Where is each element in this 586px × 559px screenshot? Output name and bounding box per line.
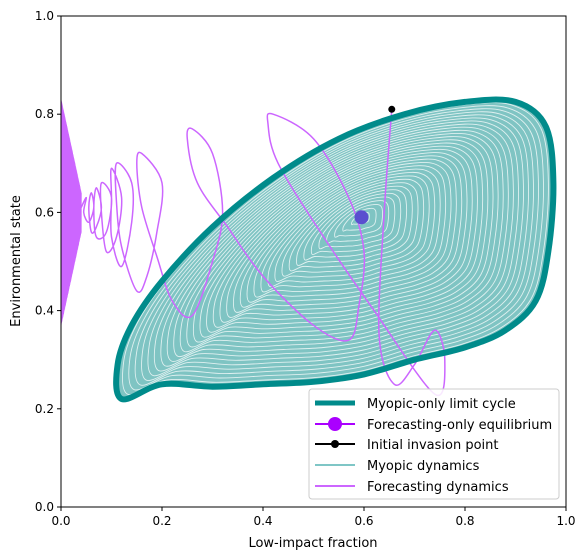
legend-marker-equilibrium: [328, 417, 342, 431]
y-tick-label: 0.4: [35, 304, 54, 318]
myopic-dynamics-ring: [253, 165, 447, 298]
myopic-dynamics-ring: [232, 155, 463, 313]
myopic-dynamics-ring: [153, 117, 524, 372]
legend-frame: [308, 388, 560, 500]
x-axis-label: Low-impact fraction: [248, 536, 377, 551]
myopic-dynamics-ring: [212, 145, 478, 328]
x-tick-label: 0.0: [51, 514, 70, 528]
limit-cycle: [113, 96, 557, 403]
forecasting-equilibrium-point: [354, 210, 369, 225]
y-tick-label: 0.2: [35, 402, 54, 416]
myopic-dynamics-ring: [274, 175, 430, 282]
legend-label-myopic: Myopic dynamics: [367, 459, 480, 474]
myopic-dynamics-ring: [206, 142, 484, 333]
data-layer: [61, 96, 557, 403]
myopic-dynamics-ring: [318, 196, 396, 250]
myopic-dynamics-ring: [166, 123, 514, 362]
myopic-dynamics-ring: [288, 182, 419, 272]
plot-frame: [60, 15, 567, 508]
legend-marker-invasion: [331, 440, 339, 448]
myopic-dynamics-ring: [260, 168, 441, 293]
myopic-dynamics-ring: [226, 152, 468, 318]
legend-label-forecasting: Forecasting dynamics: [367, 480, 509, 495]
initial-invasion-point: [388, 105, 396, 113]
myopic-dynamics-ring: [147, 114, 529, 377]
y-tick-label: 0.8: [35, 107, 54, 121]
myopic-dynamics-ring: [281, 178, 425, 277]
myopic-dynamics-ring: [310, 192, 402, 256]
myopic-dynamics-ring: [122, 102, 549, 396]
myopic-dynamics-ring: [296, 185, 413, 266]
x-tick-label: 1.0: [556, 514, 575, 528]
myopic-dynamics-ring: [219, 148, 473, 323]
y-tick-label: 0.6: [35, 205, 54, 219]
myopic-dynamics-ring: [173, 126, 509, 358]
myopic-dynamics-ring: [334, 203, 383, 238]
legend-label-invasion: Initial invasion point: [367, 438, 498, 453]
myopic-dynamics-ring: [326, 200, 390, 244]
tick-layer: 0.0 0.2 0.4 0.6 0.8 1.0 0.0 0.2 0.4 0.6 0.8 1.0: [35, 9, 576, 528]
y-tick-label: 1.0: [35, 9, 54, 23]
myopic-dynamics-ring: [246, 161, 452, 303]
myopic-dynamics-ring: [303, 189, 408, 261]
forecasting-trajectory: [80, 109, 446, 397]
y-axis-label: Environmental state: [9, 195, 24, 327]
myopic-dynamics-ring: [199, 139, 489, 338]
myopic-dynamics-ring: [267, 171, 436, 288]
legend: Myopic-only limit cycle Forecasting-only…: [308, 388, 560, 500]
x-tick-label: 0.2: [152, 514, 171, 528]
y-tick-label: 0.0: [35, 500, 54, 514]
myopic-dynamics-ring: [192, 136, 494, 343]
x-tick-label: 0.8: [455, 514, 474, 528]
myopic-dynamics-ring: [160, 120, 519, 367]
legend-label-equilibrium: Forecasting-only equilibrium: [367, 418, 552, 433]
myopic-dynamics-ring: [141, 111, 534, 381]
x-tick-label: 0.4: [253, 514, 272, 528]
myopic-dynamics-ring: [186, 133, 499, 348]
legend-label-limit-cycle: Myopic-only limit cycle: [367, 397, 516, 412]
myopic-dynamics-ring: [134, 108, 539, 386]
x-tick-label: 0.6: [354, 514, 373, 528]
myopic-dynamics-ring: [239, 158, 457, 308]
forecasting-trajectory-tail: [61, 99, 82, 325]
